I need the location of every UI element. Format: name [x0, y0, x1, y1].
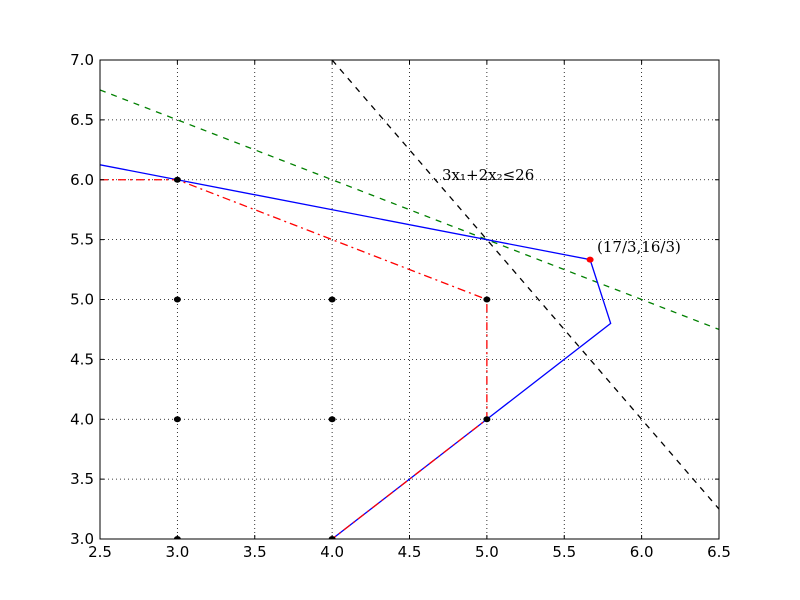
plot-area [100, 60, 719, 539]
line-series [100, 89, 719, 331]
point [173, 176, 181, 183]
y-tick-label: 7.0 [70, 51, 94, 69]
y-tick-label: 6.0 [70, 171, 94, 189]
y-tick-label: 6.5 [70, 111, 94, 129]
point [483, 296, 491, 303]
annotation: 3x₁+2x₂≤26 [442, 166, 534, 184]
x-tick-label: 6.5 [707, 543, 731, 561]
y-tick-label: 4.0 [70, 410, 94, 428]
x-tick-label: 2.5 [88, 543, 112, 561]
x-tick-label: 3.5 [243, 543, 267, 561]
ticks: 2.5 3.0 3.5 4.0 4.5 5.0 5.5 6.0 6.53.03.54.04.55… [70, 51, 731, 561]
point [483, 416, 491, 423]
y-tick-label: 4.5 [70, 350, 94, 368]
y-tick-label: 3.0 [70, 530, 94, 548]
x-tick-label: 4.0 [320, 543, 344, 561]
annotation: (17/3,16/3) [597, 238, 681, 256]
line-series [331, 60, 719, 510]
y-tick-label: 5.5 [70, 231, 94, 249]
x-tick-label: 3.0 [165, 543, 189, 561]
x-tick-label: 5.0 [475, 543, 499, 561]
x-tick-label: 5.5 [552, 543, 576, 561]
x-tick-label: 6.0 [630, 543, 654, 561]
point [328, 416, 336, 423]
point [173, 416, 181, 423]
x-tick-label: 4.5 [398, 543, 422, 561]
point [328, 296, 336, 303]
y-tick-label: 3.5 [70, 470, 94, 488]
point [173, 296, 181, 303]
point [586, 256, 594, 263]
y-tick-label: 5.0 [70, 291, 94, 309]
